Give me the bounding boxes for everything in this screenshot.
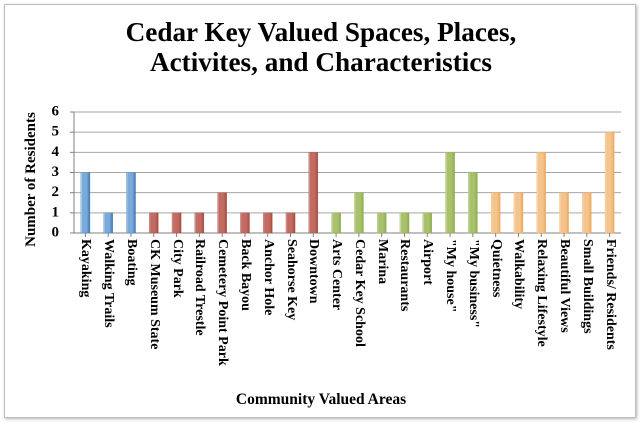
svg-text:6: 6 bbox=[52, 103, 60, 119]
svg-text:2: 2 bbox=[52, 184, 60, 200]
svg-text:5: 5 bbox=[52, 124, 60, 140]
svg-text:3: 3 bbox=[52, 164, 60, 180]
svg-text:1: 1 bbox=[52, 204, 60, 220]
svg-text:4: 4 bbox=[52, 144, 60, 160]
svg-text:0: 0 bbox=[52, 224, 60, 240]
